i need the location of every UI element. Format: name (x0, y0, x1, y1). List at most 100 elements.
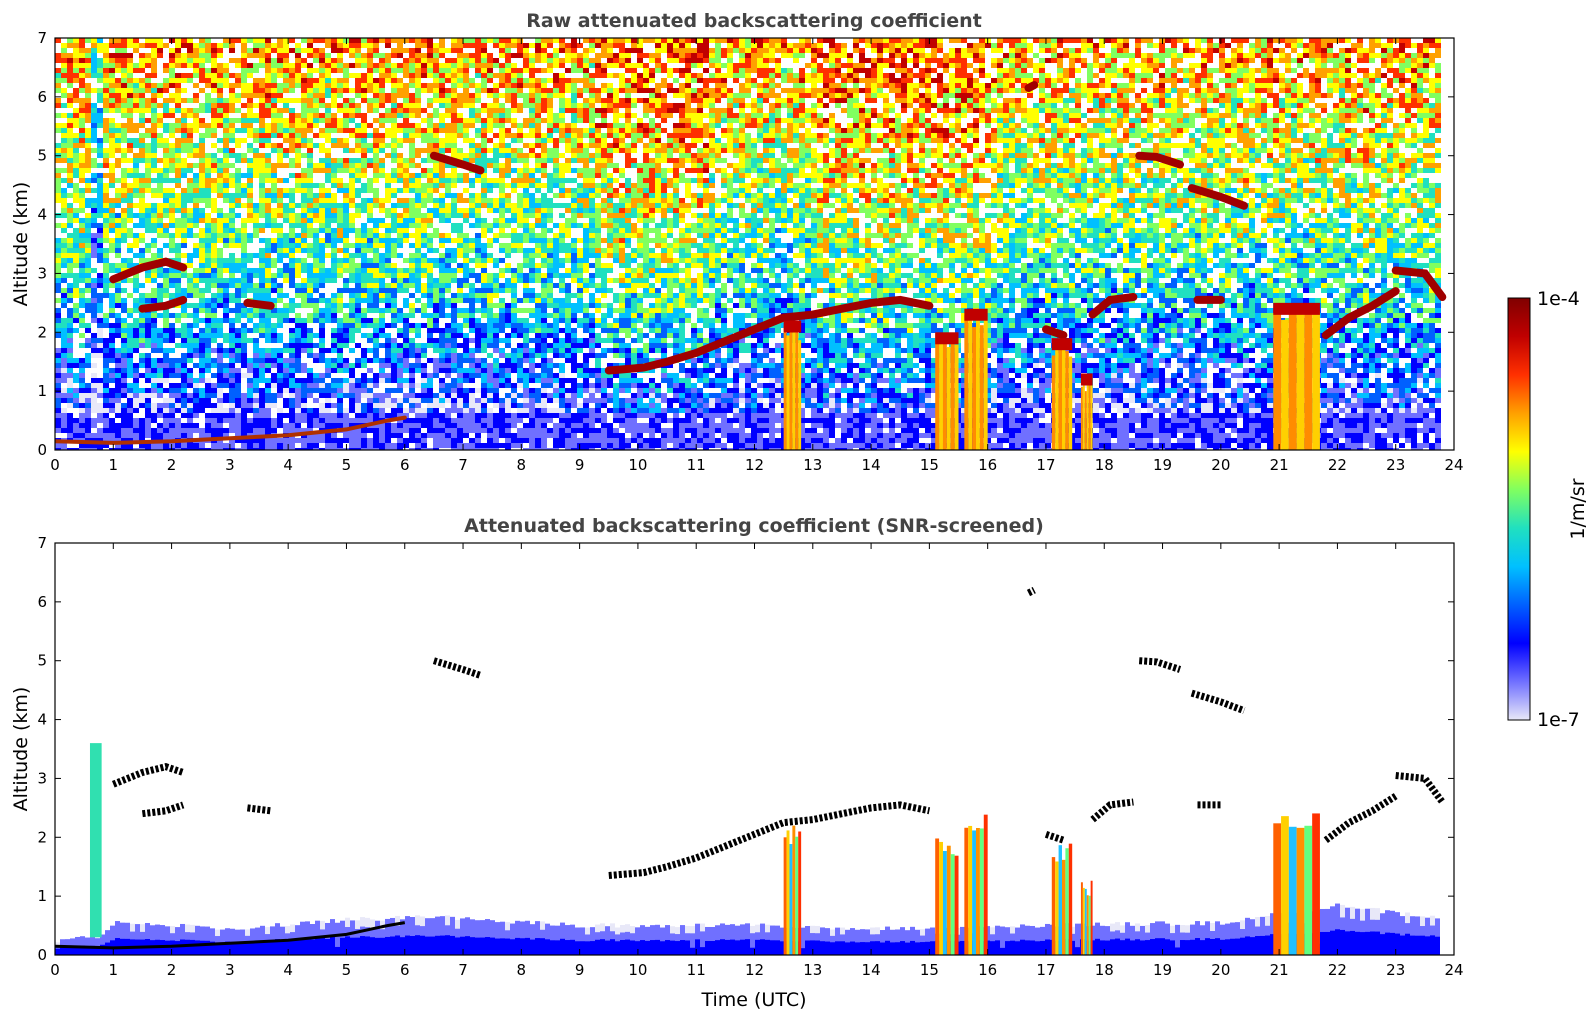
raw-heatmap-cell (133, 68, 139, 73)
raw-heatmap-cell (259, 83, 265, 88)
raw-heatmap-cell (1315, 53, 1321, 58)
raw-heatmap-cell (1333, 168, 1339, 173)
raw-heatmap-cell (1123, 108, 1129, 113)
raw-heatmap-cell (655, 158, 661, 163)
raw-heatmap-cell (553, 83, 559, 88)
raw-heatmap-cell (1321, 138, 1327, 143)
raw-heatmap-cell (793, 163, 799, 168)
raw-heatmap-cell (241, 128, 247, 133)
raw-heatmap-cell (1351, 158, 1357, 163)
raw-heatmap-cell (1093, 108, 1099, 113)
raw-heatmap-cell (139, 108, 145, 113)
raw-heatmap-cell (1273, 98, 1279, 103)
raw-heatmap-cell (1087, 48, 1093, 53)
raw-heatmap-cell (1417, 83, 1423, 88)
raw-heatmap-cell (1267, 63, 1273, 68)
raw-heatmap-cell (883, 103, 889, 108)
raw-heatmap-cell (697, 98, 703, 103)
raw-heatmap-cell (1201, 143, 1207, 148)
raw-heatmap-cell (337, 88, 343, 93)
raw-heatmap-cell (817, 63, 823, 68)
raw-heatmap-cell (481, 128, 487, 133)
raw-heatmap-cell (697, 138, 703, 143)
raw-heatmap-cell (463, 58, 469, 63)
raw-heatmap-cell (1237, 68, 1243, 73)
raw-heatmap-cell (199, 168, 205, 173)
raw-heatmap-cell (985, 93, 991, 98)
raw-heatmap-cell (1243, 118, 1249, 123)
raw-heatmap-cell (97, 38, 103, 43)
raw-heatmap-cell (997, 103, 1003, 108)
raw-heatmap-cell (403, 163, 409, 168)
raw-heatmap-cell (1177, 78, 1183, 83)
raw-heatmap-cell (553, 143, 559, 148)
raw-heatmap-cell (817, 68, 823, 73)
raw-heatmap-cell (1201, 53, 1207, 58)
raw-heatmap-cell (949, 153, 955, 158)
raw-heatmap-cell (1123, 163, 1129, 168)
raw-heatmap-cell (541, 88, 547, 93)
raw-heatmap-cell (667, 113, 673, 118)
raw-heatmap-cell (1039, 143, 1045, 148)
raw-heatmap-cell (103, 133, 109, 138)
raw-heatmap-cell (1153, 83, 1159, 88)
raw-heatmap-cell (145, 43, 151, 48)
raw-heatmap-cell (529, 83, 535, 88)
raw-heatmap-cell (1357, 68, 1363, 73)
raw-heatmap-cell (613, 123, 619, 128)
raw-heatmap-cell (1015, 148, 1021, 153)
raw-heatmap-cell (895, 93, 901, 98)
raw-heatmap-cell (1399, 58, 1405, 63)
raw-heatmap-cell (367, 43, 373, 48)
raw-heatmap-cell (1111, 63, 1117, 68)
raw-heatmap-cell (1213, 153, 1219, 158)
raw-heatmap-cell (1345, 138, 1351, 143)
raw-heatmap-cell (67, 168, 73, 173)
raw-heatmap-cell (613, 133, 619, 138)
raw-heatmap-cell (1291, 163, 1297, 168)
raw-heatmap-cell (475, 153, 481, 158)
raw-heatmap-cell (1375, 53, 1381, 58)
raw-heatmap-cell (751, 143, 757, 148)
raw-heatmap-cell (1321, 38, 1327, 43)
raw-heatmap-cell (433, 123, 439, 128)
raw-heatmap-cell (1105, 108, 1111, 113)
raw-heatmap-cell (829, 93, 835, 98)
raw-heatmap-cell (1225, 133, 1231, 138)
raw-heatmap-cell (1213, 93, 1219, 98)
raw-heatmap-cell (787, 68, 793, 73)
raw-heatmap-cell (67, 113, 73, 118)
raw-heatmap-cell (1111, 163, 1117, 168)
raw-heatmap-cell (1201, 78, 1207, 83)
raw-heatmap-cell (721, 73, 727, 78)
raw-heatmap-cell (1219, 93, 1225, 98)
raw-heatmap-cell (787, 43, 793, 48)
raw-heatmap-cell (1183, 38, 1189, 43)
raw-heatmap-cell (619, 168, 625, 173)
raw-heatmap-cell (481, 73, 487, 78)
raw-heatmap-cell (907, 88, 913, 93)
raw-heatmap-cell (337, 138, 343, 143)
raw-heatmap-cell (211, 103, 217, 108)
raw-heatmap-cell (1213, 163, 1219, 168)
raw-heatmap-cell (1429, 108, 1435, 113)
raw-heatmap-cell (493, 43, 499, 48)
raw-heatmap-cell (217, 43, 223, 48)
raw-heatmap-cell (1039, 73, 1045, 78)
raw-heatmap-cell (97, 88, 103, 93)
raw-heatmap-cell (211, 78, 217, 83)
raw-heatmap-cell (661, 93, 667, 98)
raw-heatmap-cell (343, 108, 349, 113)
raw-heatmap-cell (847, 78, 853, 83)
raw-heatmap-cell (1075, 93, 1081, 98)
raw-heatmap-cell (145, 163, 151, 168)
raw-heatmap-cell (133, 48, 139, 53)
raw-heatmap-cell (1339, 78, 1345, 83)
raw-heatmap-cell (661, 38, 667, 43)
raw-heatmap-cell (223, 168, 229, 173)
raw-heatmap-cell (1183, 103, 1189, 108)
raw-heatmap-cell (1099, 113, 1105, 118)
raw-heatmap-cell (1093, 123, 1099, 128)
raw-heatmap-cell (1201, 148, 1207, 153)
raw-heatmap-cell (1435, 63, 1441, 68)
